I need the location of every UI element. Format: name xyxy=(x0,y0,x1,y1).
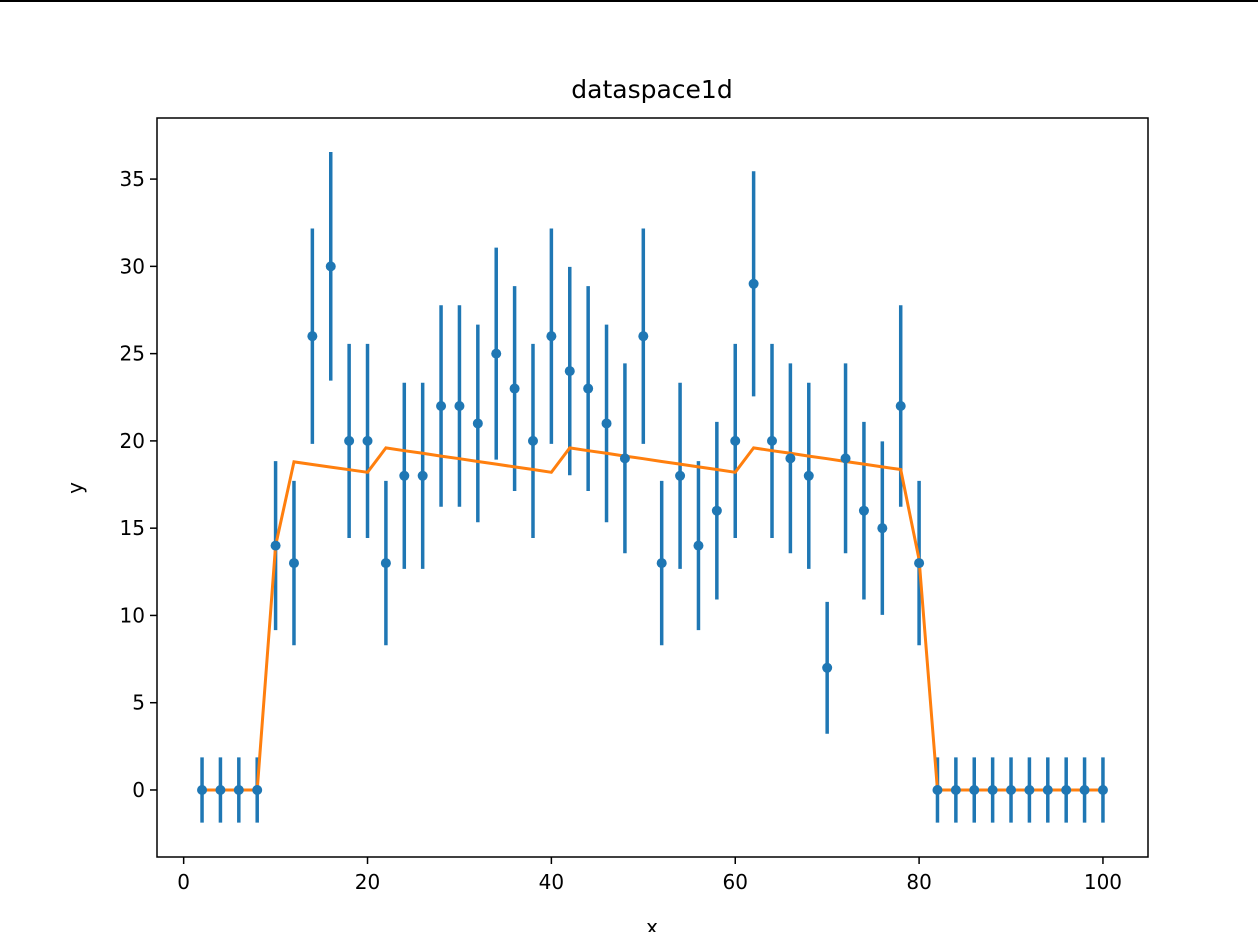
data-point xyxy=(417,470,428,481)
chart-title: dataspace1d xyxy=(571,75,732,104)
data-point xyxy=(638,331,649,342)
data-point xyxy=(197,784,208,795)
data-point xyxy=(270,540,281,551)
y-tick-label: 5 xyxy=(132,691,145,715)
data-point xyxy=(491,348,502,359)
data-point xyxy=(527,435,538,446)
data-point xyxy=(877,523,888,534)
data-point xyxy=(472,418,483,429)
x-tick-label: 60 xyxy=(723,870,748,894)
y-tick-label: 10 xyxy=(120,603,145,627)
data-point xyxy=(767,435,778,446)
data-point xyxy=(601,418,612,429)
data-point xyxy=(914,558,925,569)
data-point xyxy=(307,331,318,342)
data-point xyxy=(583,383,594,394)
data-point xyxy=(1006,784,1017,795)
data-point xyxy=(619,453,630,464)
data-point xyxy=(803,470,814,481)
y-tick-label: 35 xyxy=(120,167,145,191)
data-point xyxy=(675,470,686,481)
data-point xyxy=(233,784,244,795)
data-point xyxy=(564,366,575,377)
data-point xyxy=(656,558,667,569)
data-point xyxy=(436,400,447,411)
y-tick-label: 25 xyxy=(120,342,145,366)
data-point xyxy=(822,662,833,673)
data-point xyxy=(1042,784,1053,795)
x-tick-label: 80 xyxy=(906,870,931,894)
x-tick-label: 0 xyxy=(177,870,190,894)
data-point xyxy=(252,784,263,795)
data-point xyxy=(748,278,759,289)
data-point xyxy=(1024,784,1035,795)
data-point xyxy=(344,435,355,446)
y-tick-label: 0 xyxy=(132,778,145,802)
data-point xyxy=(895,400,906,411)
data-point xyxy=(785,453,796,464)
plot-frame xyxy=(156,117,1149,858)
data-point xyxy=(546,331,557,342)
data-point xyxy=(932,784,943,795)
data-point xyxy=(987,784,998,795)
data-point xyxy=(325,261,336,272)
x-axis-label: x xyxy=(646,915,658,932)
x-tick-label: 40 xyxy=(539,870,564,894)
x-tick-label: 100 xyxy=(1084,870,1122,894)
y-axis-label: y xyxy=(63,482,87,494)
data-point xyxy=(711,505,722,516)
y-tick-label: 15 xyxy=(120,516,145,540)
data-point xyxy=(362,435,373,446)
y-tick-label: 20 xyxy=(120,429,145,453)
data-point xyxy=(1097,784,1108,795)
y-tick-label: 30 xyxy=(120,254,145,278)
data-point xyxy=(380,558,391,569)
x-tick-label: 20 xyxy=(355,870,380,894)
data-point xyxy=(730,435,741,446)
data-point xyxy=(840,453,851,464)
data-point xyxy=(950,784,961,795)
data-point xyxy=(1061,784,1072,795)
model-line xyxy=(202,446,1103,792)
data-point xyxy=(288,558,299,569)
data-point xyxy=(858,505,869,516)
data-point xyxy=(215,784,226,795)
data-point xyxy=(693,540,704,551)
data-point xyxy=(509,383,520,394)
data-point xyxy=(1079,784,1090,795)
data-point xyxy=(969,784,980,795)
data-point xyxy=(454,400,465,411)
data-point xyxy=(399,470,410,481)
